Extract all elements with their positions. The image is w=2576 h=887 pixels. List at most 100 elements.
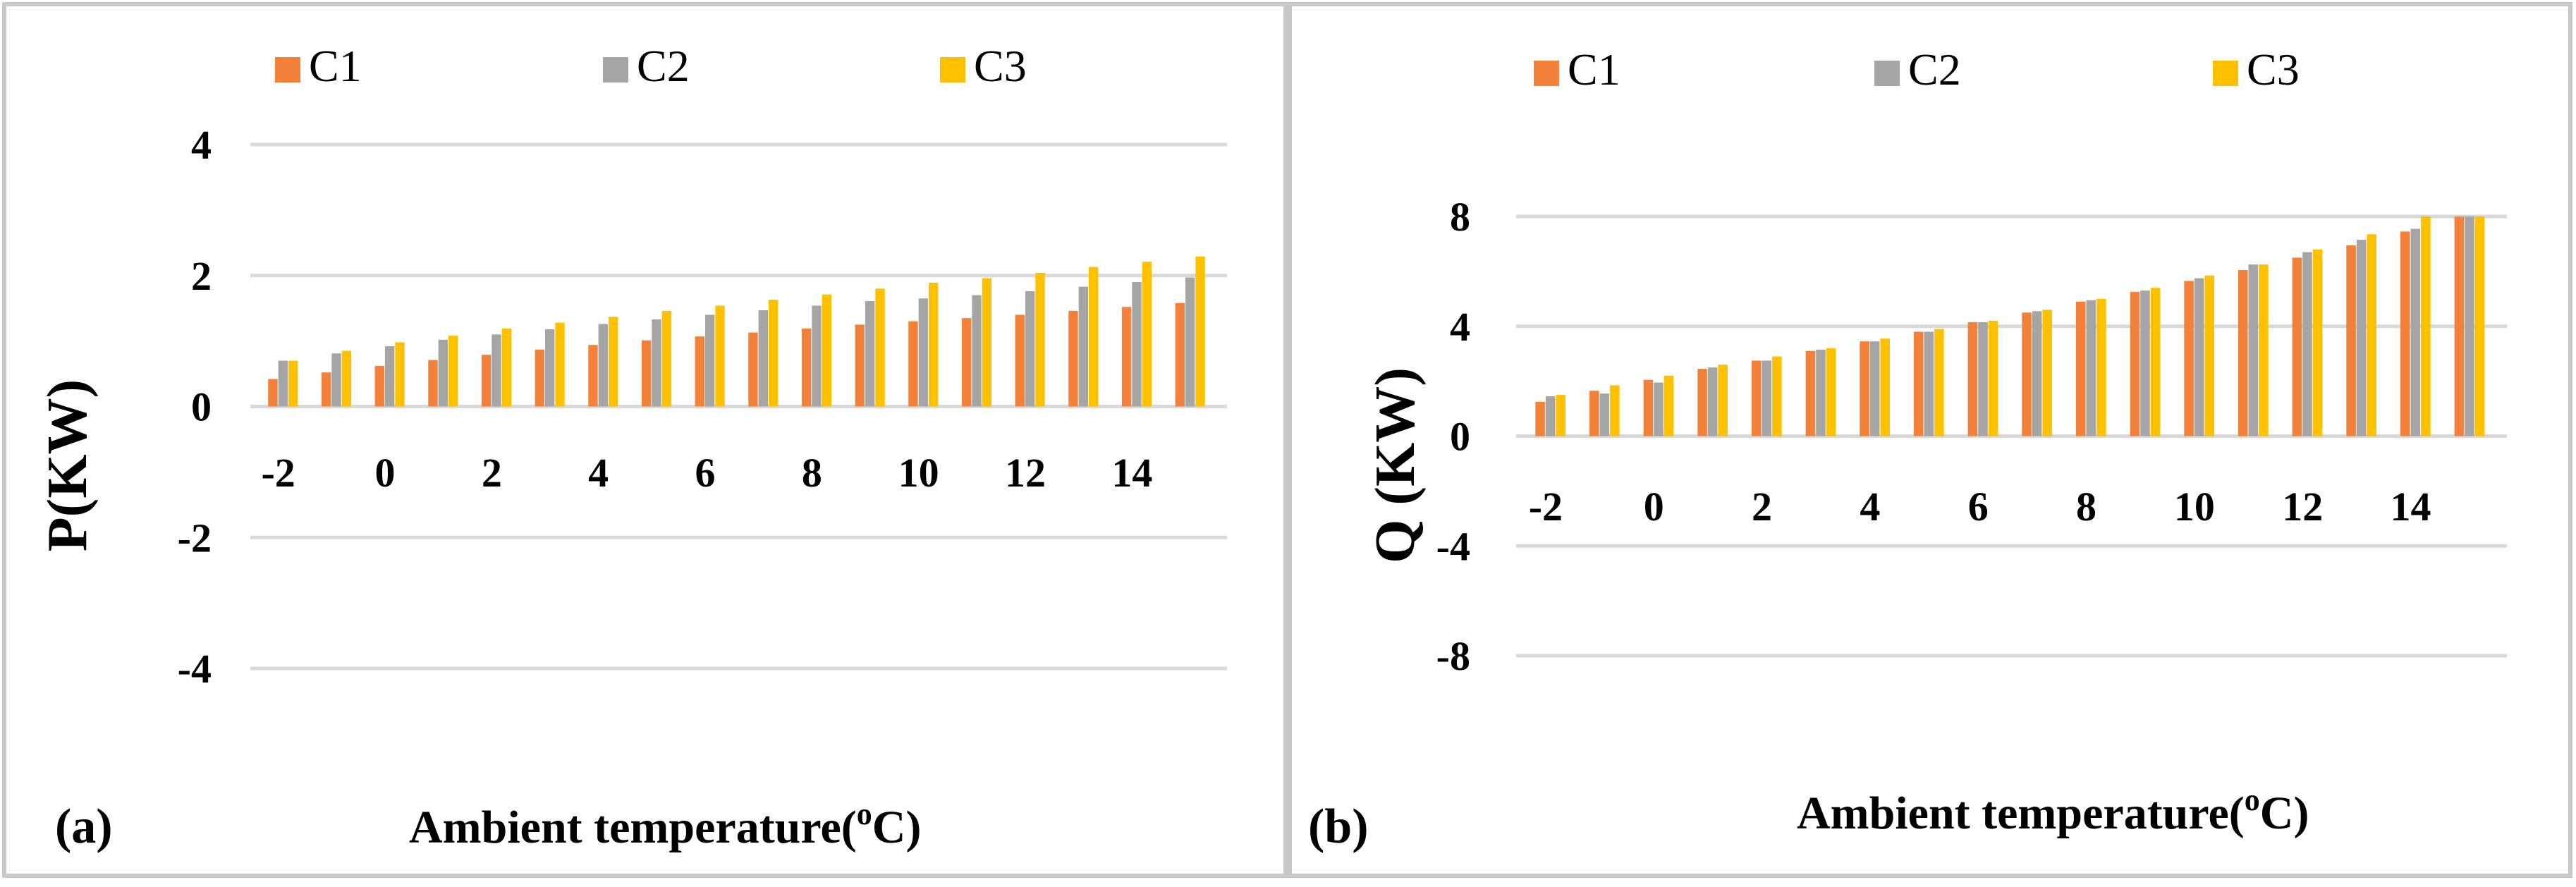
bar-c2: [1654, 382, 1664, 436]
bar-c2: [758, 310, 769, 407]
bar-c1: [1860, 341, 1869, 436]
bar-c3: [929, 282, 939, 407]
bar-c1: [801, 328, 812, 407]
bar-c2: [1978, 322, 1988, 436]
panel-b-xlabel: Ambient temperature(oC): [1797, 783, 2309, 839]
y-tick-label: 2: [191, 253, 212, 299]
bar-c2: [2032, 311, 2042, 436]
bar-c1: [641, 340, 652, 407]
legend-swatch-c2: [1874, 61, 1900, 86]
bar-c1: [1121, 307, 1132, 407]
bar-c2: [1816, 349, 1826, 436]
panel-b-xlabel-sup: o: [2245, 783, 2260, 817]
legend-label-c2: C2: [1908, 44, 1961, 94]
bar-c1: [1643, 379, 1654, 436]
bar-c1: [2346, 245, 2356, 436]
bar-c3: [1880, 338, 1890, 436]
bar-c2: [598, 324, 609, 407]
bar-c2: [1185, 277, 1195, 407]
panel-b-xlabel-main: Ambient temperature(: [1797, 788, 2245, 839]
bar-c3: [2367, 234, 2376, 436]
bar-c1: [2075, 301, 2086, 436]
bar-c3: [822, 294, 832, 407]
panel-a-ylabel: P(KW): [37, 379, 99, 551]
x-tick-label: 4: [588, 450, 609, 496]
panel-b-ylabel: Q (KW): [1365, 367, 1427, 563]
x-tick-label: 0: [1644, 484, 1664, 530]
bar-c2: [2410, 228, 2421, 436]
bar-c2: [278, 360, 288, 407]
bar-c2: [2086, 300, 2096, 436]
y-tick-label: 4: [191, 122, 212, 168]
bar-c1: [855, 324, 865, 407]
bar-c3: [1142, 262, 1152, 407]
bar-c3: [1934, 329, 1944, 436]
y-tick-label: 4: [1450, 304, 1470, 350]
bar-c2: [384, 346, 395, 407]
bar-c3: [341, 350, 352, 407]
bar-c2: [438, 339, 448, 407]
legend-label-c3: C3: [974, 41, 1027, 91]
panel-b-xlabel-end: C): [2260, 788, 2309, 839]
bar-c3: [2204, 275, 2214, 436]
bar-c3: [555, 322, 565, 407]
bar-c2: [2194, 278, 2204, 436]
bar-c2: [1924, 331, 1934, 436]
bar-c3: [2042, 310, 2052, 436]
bar-c2: [704, 314, 715, 407]
y-tick-label: -8: [1436, 633, 1470, 679]
bar-c3: [2312, 249, 2323, 436]
bar-c3: [2150, 288, 2161, 436]
bar-c2: [1762, 360, 1772, 436]
x-tick-label: 12: [1005, 450, 1046, 496]
bar-c3: [1089, 267, 1099, 407]
bar-c1: [2238, 269, 2248, 436]
bar-c2: [1132, 282, 1142, 407]
legend-label-c1: C1: [309, 41, 362, 91]
bar-c1: [1751, 360, 1762, 436]
bar-c1: [2400, 231, 2410, 436]
bar-c3: [2096, 298, 2106, 436]
bar-c3: [1988, 320, 1998, 436]
bar-c2: [918, 298, 929, 407]
legend-swatch-c3: [940, 57, 965, 82]
x-tick-label: 6: [1968, 484, 1989, 530]
y-tick-label: 0: [1450, 414, 1470, 460]
bar-c3: [395, 342, 405, 407]
bar-c3: [2259, 264, 2269, 436]
panel-a: (a) Ambient temperature(oC) P(KW) 4 2 0 -2 -…: [37, 41, 1227, 854]
y-tick-label: 0: [191, 384, 212, 430]
y-tick-label: -4: [1436, 523, 1470, 569]
panel-b: (b) Ambient temperature(oC) Q (KW) 8 4 0 -4…: [1308, 44, 2507, 854]
bar-c1: [374, 365, 384, 407]
legend-label-c3: C3: [2247, 44, 2300, 94]
x-tick-label: -2: [261, 450, 295, 496]
bar-c2: [1599, 393, 1610, 436]
bar-c2: [1545, 396, 1556, 436]
bar-c3: [1718, 365, 1728, 436]
panel-b-frame: [1288, 2, 2572, 878]
bar-c1: [2184, 281, 2194, 436]
bar-c1: [588, 345, 598, 407]
bar-c3: [448, 336, 458, 407]
panel-b-label: (b): [1308, 800, 1369, 854]
x-tick-label: 14: [1111, 450, 1152, 496]
bar-c2: [972, 295, 982, 407]
bar-c1: [908, 321, 918, 407]
bar-c3: [875, 288, 885, 407]
bar-c2: [2465, 216, 2474, 436]
bar-c1: [428, 360, 438, 407]
bar-c3: [288, 360, 298, 407]
bar-c1: [481, 355, 492, 407]
x-tick-label: 4: [1860, 484, 1880, 530]
bar-c2: [544, 329, 555, 407]
bar-c2: [2302, 252, 2312, 436]
bar-c1: [961, 318, 972, 407]
bar-c2: [492, 334, 501, 407]
bar-c1: [695, 336, 704, 407]
y-tick-label: -4: [178, 646, 212, 692]
bar-c2: [1869, 341, 1880, 436]
bar-c1: [535, 349, 544, 407]
x-tick-label: -2: [1529, 484, 1563, 530]
